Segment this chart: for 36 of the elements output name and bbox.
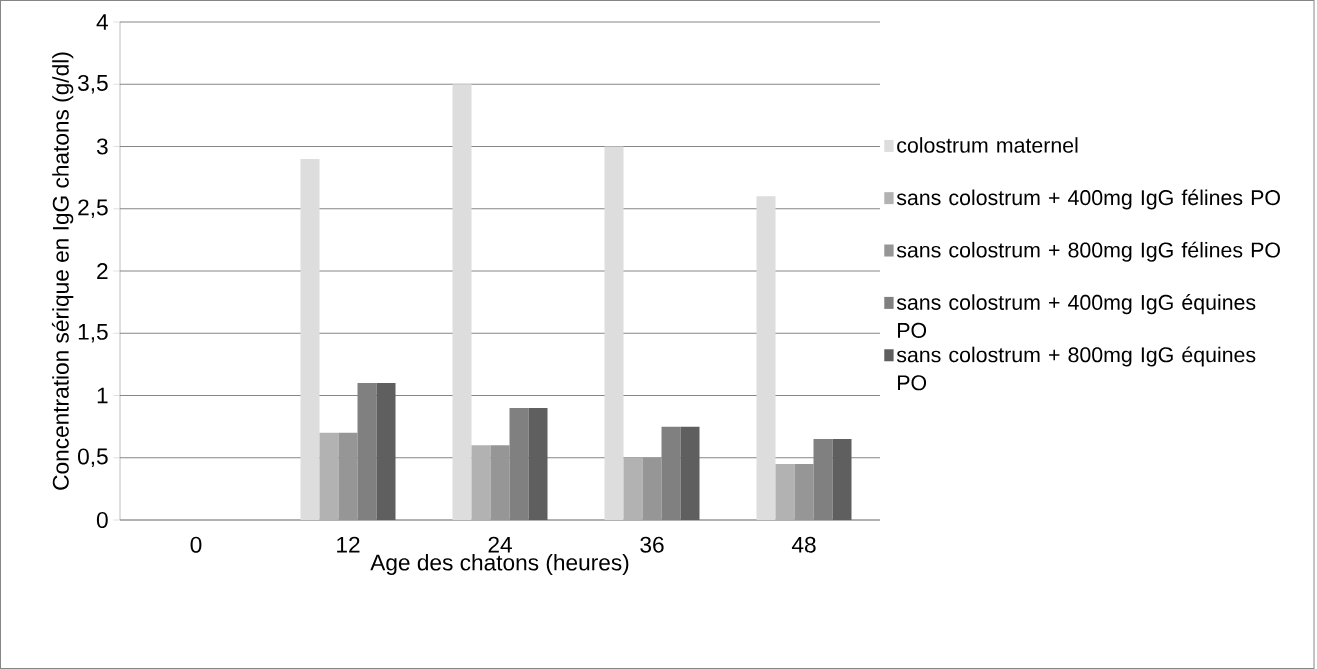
- bar: [471, 445, 491, 520]
- bar: [794, 463, 814, 520]
- x-tick-label: 24: [488, 536, 512, 553]
- y-tick-label: 0: [96, 511, 108, 529]
- bar: [528, 407, 548, 520]
- legend-label: sans colostrum + 400mg IgG félines PO: [896, 189, 1280, 210]
- y-tick-label: 4: [96, 14, 108, 30]
- bar: [319, 432, 339, 520]
- x-tick-label: 48: [791, 536, 816, 553]
- y-tick-label: 2: [97, 263, 108, 279]
- bar: [376, 383, 396, 520]
- y-tick-label: 0,5: [78, 448, 108, 468]
- bar: [832, 439, 852, 520]
- y-tick-label: 3,5: [77, 74, 108, 94]
- legend-label: sans colostrum + 800mg IgG félines PO: [896, 241, 1280, 262]
- bar: [623, 457, 643, 520]
- bar: [490, 445, 510, 520]
- bar: [680, 426, 700, 520]
- bar: [604, 146, 624, 520]
- legend-label: colostrum maternel: [897, 137, 1078, 153]
- y-tick-label: 3: [96, 138, 108, 155]
- bar: [756, 196, 776, 520]
- bar: [642, 457, 662, 520]
- bar: [452, 84, 472, 520]
- legend-label: sans colostrum + 800mg IgG équines PO: [896, 346, 1256, 391]
- y-tick-label: 1: [97, 387, 108, 404]
- x-tick-label: 36: [640, 536, 664, 553]
- x-axis-title: Age des chatons (heures): [370, 553, 629, 576]
- bar: [338, 432, 358, 520]
- y-axis-title: Concentration sérique en IgG chatons (g/dl): [51, 52, 74, 490]
- y-tick-label: 2,5: [78, 199, 108, 219]
- x-tick-label: 0: [190, 536, 202, 553]
- bar: [775, 463, 795, 520]
- x-tick-label: 12: [337, 536, 360, 553]
- bar: [300, 158, 320, 520]
- y-tick-label: 1,5: [78, 324, 108, 343]
